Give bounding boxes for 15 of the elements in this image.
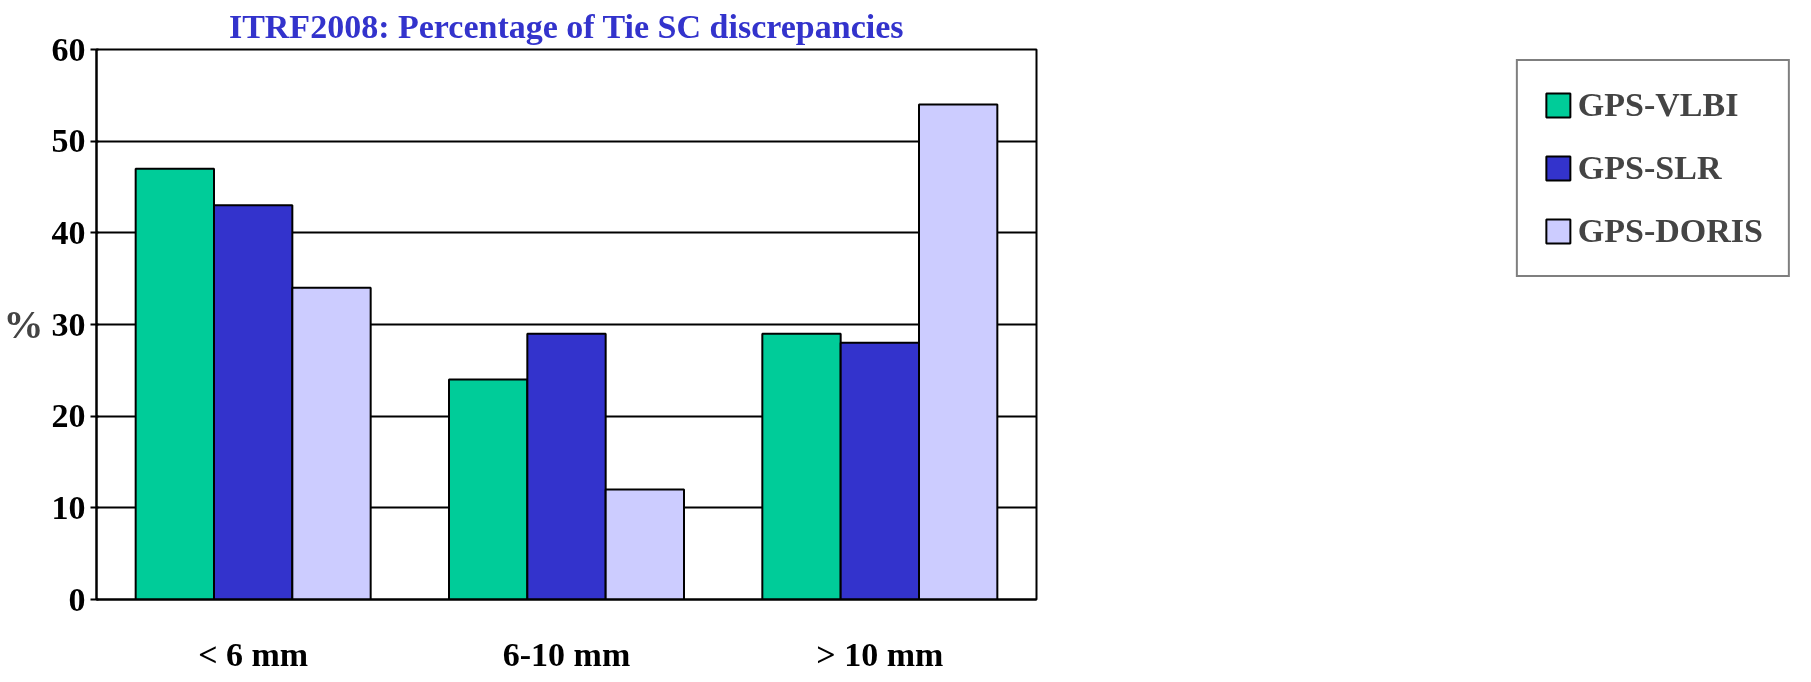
chart-title: ITRF2008: Percentage of Tie SC discrepancies [228, 7, 904, 45]
y-tick-label: 40 [51, 213, 86, 251]
y-tick-label: 30 [51, 305, 86, 343]
legend-label: GPS-VLBI [1577, 86, 1739, 124]
y-tick-label: 50 [51, 122, 86, 160]
y-tick-label: 10 [51, 488, 86, 526]
x-tick-label: < 6 mm [198, 635, 309, 673]
y-tick-label: 20 [51, 397, 86, 435]
y-tick-label: 60 [51, 30, 86, 68]
legend-label: GPS-SLR [1577, 149, 1722, 187]
x-tick-label: > 10 mm [816, 635, 944, 673]
y-tick-label: 0 [68, 580, 86, 618]
x-tick-label: 6-10 mm [502, 635, 631, 673]
y-axis-title: % [3, 302, 44, 347]
legend-label: GPS-DORIS [1577, 212, 1763, 250]
